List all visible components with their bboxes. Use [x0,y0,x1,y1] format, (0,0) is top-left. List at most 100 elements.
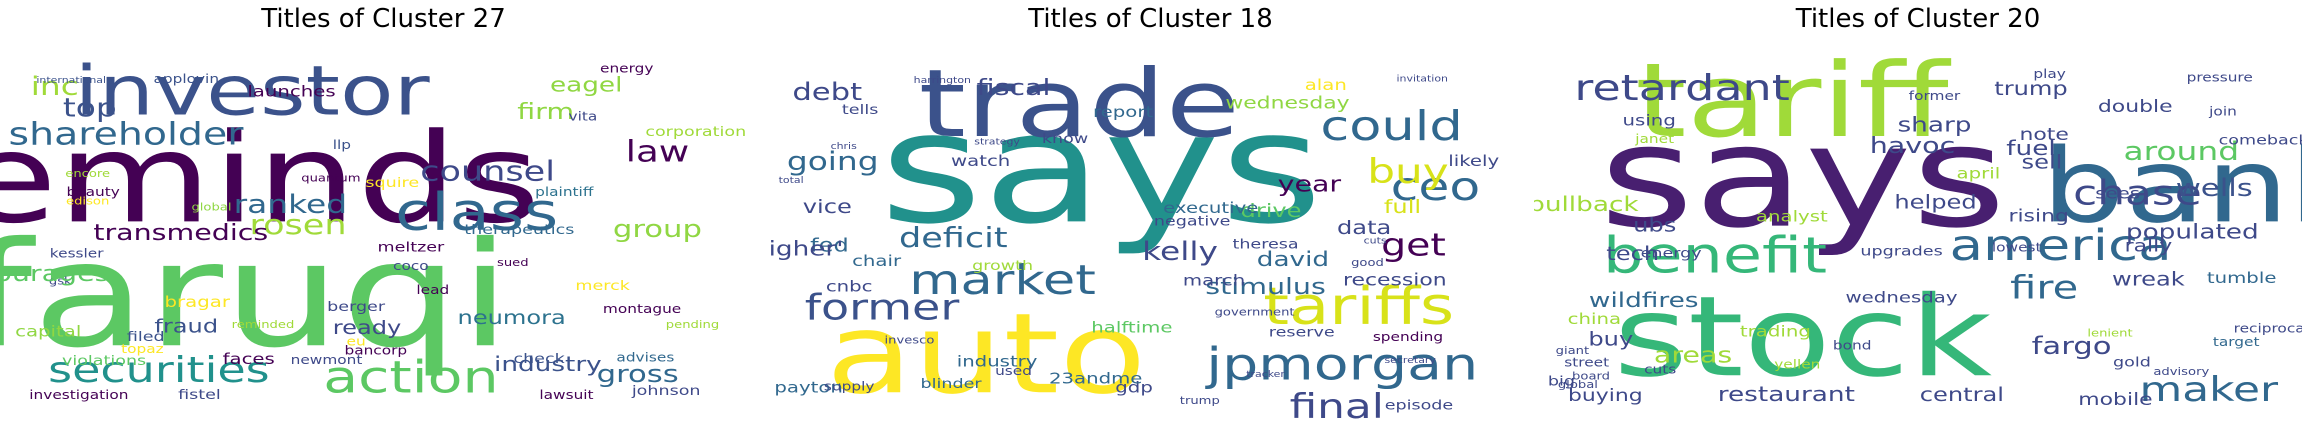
cloud-word: pressure [2187,71,2253,85]
cloud-word: launches [247,84,335,101]
panel-title: Titles of Cluster 20 [1795,4,2041,34]
cloud-word: benefit [1603,227,1827,284]
cloud-word: top [63,93,117,123]
cloud-word: therapeutics [464,221,574,238]
cloud-word: ubs [1633,215,1676,237]
cloud-word: pullback [1534,192,1639,216]
cloud-word: former [805,287,960,329]
cloud-word: total [779,176,804,186]
cloud-word: ready [333,318,402,340]
cloud-word: fuel [2006,136,2055,160]
cloud-word: lowest [1992,241,2042,255]
cloud-word: invitation [1397,74,1448,84]
cloud-word: blinder [921,375,983,392]
cloud-word: episode [1385,396,1454,413]
cloud-word: securities [48,349,270,391]
cloud-word: know [1042,130,1088,147]
cloud-word: halftime [1091,319,1172,336]
cloud-word: negative [1154,213,1231,230]
cloud-word: havoc [1870,133,1956,159]
cloud-word: jpmorgan [1205,339,1478,390]
cloud-word: group [613,215,702,243]
cloud-word: recession [1343,270,1447,290]
cloud-word: david [1257,247,1329,271]
cloud-word: investor [74,51,430,131]
cloud-word: supply [824,380,875,394]
cloud-word: fiscal [977,75,1051,101]
cloud-word: class [395,182,558,242]
cloud-word: fire [2010,268,2078,306]
cloud-word: janet [1634,132,1675,146]
panel-title: Titles of Cluster 27 [261,4,506,34]
cloud-word: sharp [1897,113,1971,137]
cloud-word: china [1568,311,1621,328]
cloud-word: maker [2139,370,2278,410]
cloud-word: kessler [50,247,104,261]
cloud-word: fed [810,235,849,257]
cloud-word: rosen [249,210,346,241]
cloud-word: corporation [645,123,746,140]
cloud-word: upgrades [1860,243,1942,260]
cloud-word: secretary [1384,356,1436,366]
cloud-word: government [1215,306,1295,318]
cloud-word: higher' [767,236,843,260]
cloud-word: topaz [121,343,164,357]
cloud-word: report [1093,104,1153,121]
cloud-word: wednesday [1846,290,1958,307]
cloud-word: data [1337,218,1391,240]
cloud-word: mobile [2078,389,2152,409]
cloud-word: ranked [234,189,347,219]
cloud-word: investigation [29,389,128,403]
cloud-word: full [1384,196,1421,218]
cloud-word: watch [951,153,1010,170]
cloud-word: action [323,352,498,403]
cloud-word: global [191,201,231,213]
cloud-word: yellen [1774,358,1820,372]
cloud-panel-27: Titles of Cluster 27 faruqiremindsinvest… [0,0,767,435]
cloud-word: advisory [2153,366,2209,378]
cloud-word: chase [2073,173,2202,213]
cloud-word: used [995,365,1032,379]
cloud-word: year [1278,172,1342,198]
cloud-word: montague [603,302,681,316]
cloud-word: going [787,147,879,177]
cloud-word: cuts [1644,363,1676,377]
cloud-word: johnson [631,382,701,399]
cloud-word: vice [803,196,852,218]
cloud-word: gdp [1115,379,1153,396]
cloud-word: wreak [2112,269,2185,291]
cloud-word: auto [826,290,1147,420]
cloud-word: buy [1588,329,1633,351]
cloud-word: strategy [974,138,1020,148]
cloud-word: market [909,257,1096,305]
cloud-word: fargo [2032,332,2112,360]
cloud-word: merck [575,277,630,294]
cloud-word: trading [1740,324,1811,341]
cloud-word: shareholder [9,117,244,153]
cloud-word: alan [1305,77,1347,94]
cloud-word: tells [842,101,879,118]
cloud-word: growth [972,257,1033,274]
cloud-word: capital [15,324,81,341]
cloud-word: wednesday [1225,93,1350,113]
cloud-word: industry [957,354,1038,371]
cloud-word: cnbc [826,278,873,295]
cloud-word: theresa [1232,236,1298,253]
cloud-word: stock [1614,273,1992,402]
cloud-word: note [2019,125,2068,145]
cloud-word: edison [66,195,109,207]
cloud-word: gross [597,360,679,388]
cloud-word: coco [393,260,429,274]
cloud-word: violations [62,352,146,369]
cloud-word: says [880,79,1323,258]
cloud-word: lead [416,284,449,298]
cloud-word: around [2123,136,2239,166]
cloud-word: encourages [0,261,109,287]
cloud-word: industry [494,352,602,376]
cloud-word: harrington [914,76,971,86]
cloud-word: faruqi [0,211,511,380]
cloud-word: stimulus [1205,274,1326,300]
cloud-word: gsk [49,275,72,287]
cloud-word: faces [223,351,275,368]
cloud-word: gold [2113,354,2151,371]
